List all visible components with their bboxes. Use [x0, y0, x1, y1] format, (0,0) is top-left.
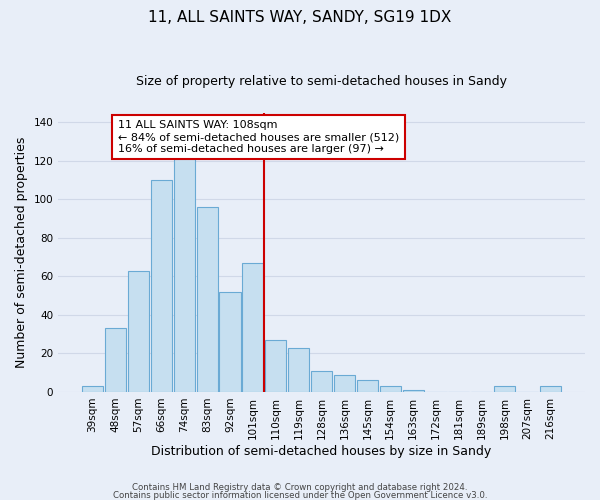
Bar	[403, 390, 424, 392]
Text: 11 ALL SAINTS WAY: 108sqm
← 84% of semi-detached houses are smaller (512)
16% of: 11 ALL SAINTS WAY: 108sqm ← 84% of semi-…	[118, 120, 399, 154]
Bar	[380, 386, 401, 392]
Bar	[334, 374, 355, 392]
Bar	[494, 386, 515, 392]
Bar	[173, 136, 195, 392]
Y-axis label: Number of semi-detached properties: Number of semi-detached properties	[15, 136, 28, 368]
Text: Contains HM Land Registry data © Crown copyright and database right 2024.: Contains HM Land Registry data © Crown c…	[132, 484, 468, 492]
Bar	[540, 386, 561, 392]
Bar	[220, 292, 241, 392]
Bar	[242, 263, 263, 392]
Text: 11, ALL SAINTS WAY, SANDY, SG19 1DX: 11, ALL SAINTS WAY, SANDY, SG19 1DX	[148, 10, 452, 25]
Bar	[82, 386, 103, 392]
Bar	[288, 348, 309, 392]
Bar	[105, 328, 126, 392]
Title: Size of property relative to semi-detached houses in Sandy: Size of property relative to semi-detach…	[136, 75, 507, 88]
Bar	[151, 180, 172, 392]
Bar	[265, 340, 286, 392]
Text: Contains public sector information licensed under the Open Government Licence v3: Contains public sector information licen…	[113, 491, 487, 500]
X-axis label: Distribution of semi-detached houses by size in Sandy: Distribution of semi-detached houses by …	[151, 444, 492, 458]
Bar	[197, 207, 218, 392]
Bar	[128, 270, 149, 392]
Bar	[357, 380, 378, 392]
Bar	[311, 371, 332, 392]
